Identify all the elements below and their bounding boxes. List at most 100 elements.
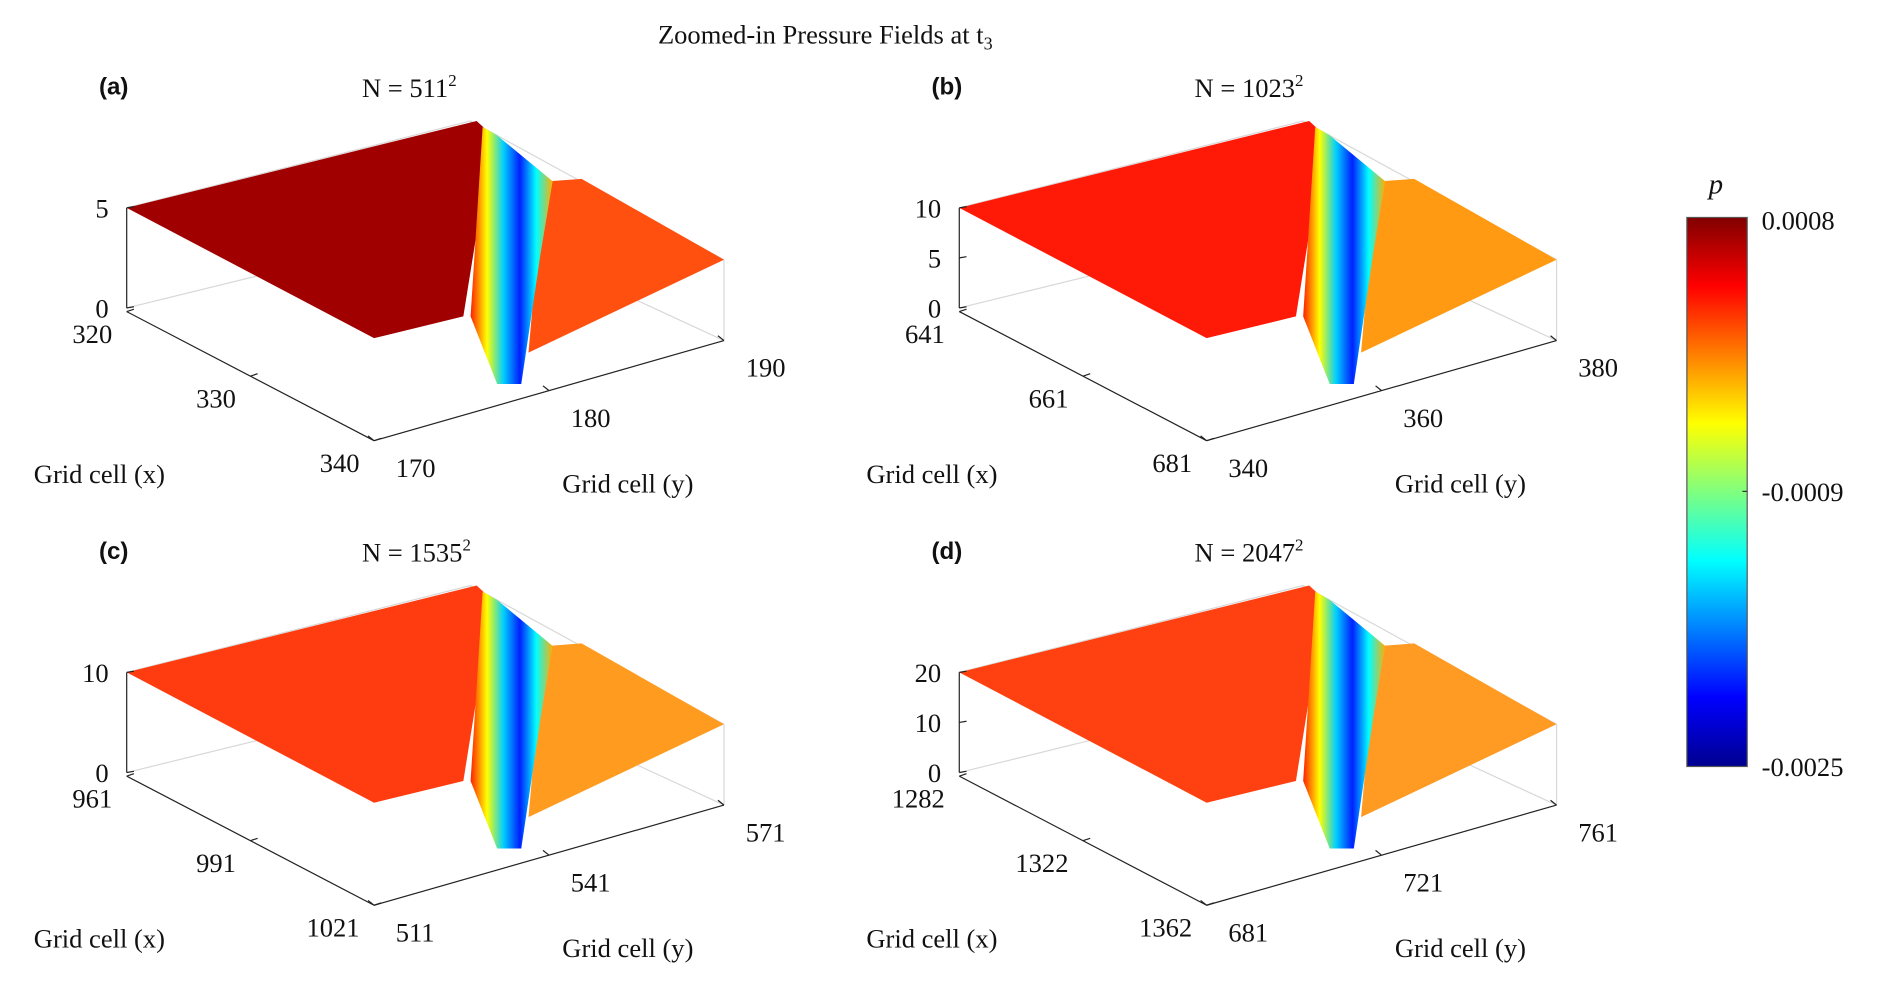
y-tick-label: 170 (396, 453, 436, 483)
x-tick-label: 1282 (892, 784, 945, 814)
colorbar-label: p (1707, 168, 1723, 200)
x-tick (1206, 437, 1215, 442)
x-tick-label: 1322 (1015, 848, 1068, 878)
z-tick-label: 5 (928, 244, 941, 274)
x-axis (958, 311, 1207, 442)
surface-trough (470, 126, 553, 384)
x-tick (373, 902, 382, 906)
x-tick (959, 308, 967, 313)
surface-right-plateau (1361, 643, 1557, 818)
y-tick-label: 380 (1578, 353, 1618, 383)
grid-line (126, 584, 471, 673)
x-tick-label: 1021 (307, 913, 360, 943)
colorbar-tick-label: 0.0008 (1762, 206, 1835, 236)
x-tick (250, 373, 258, 377)
x-tick-label: 991 (196, 848, 236, 878)
y-tick (542, 385, 550, 392)
y-axis-label: Grid cell (y) (562, 469, 693, 499)
y-tick-label: 761 (1578, 817, 1618, 847)
surface-trough (470, 591, 553, 849)
panel-letter: (d) (932, 538, 963, 565)
y-tick-label: 340 (1228, 453, 1268, 483)
y-tick (367, 435, 375, 442)
colorbar-tick-label: -0.0009 (1762, 477, 1844, 507)
surface-right-plateau (528, 643, 724, 818)
z-tick-label: 5 (95, 193, 108, 223)
x-tick (1082, 373, 1091, 377)
surface-trough (1303, 126, 1386, 384)
y-axis-label: Grid cell (y) (1395, 933, 1526, 963)
x-tick (250, 837, 258, 842)
z-tick-label: 0 (95, 758, 108, 788)
z-tick (959, 720, 967, 724)
panel-letter: (a) (99, 73, 129, 100)
z-tick (126, 770, 135, 774)
y-axis-label: Grid cell (y) (1395, 469, 1526, 499)
surface-right-plateau (1361, 178, 1557, 353)
y-tick (1550, 335, 1557, 342)
panel-title: N = 10232 (1195, 71, 1304, 103)
panel-title: N = 5112 (362, 71, 457, 103)
x-tick (959, 773, 967, 777)
y-tick-label: 541 (571, 867, 611, 897)
y-axis (373, 804, 725, 906)
x-tick (126, 308, 135, 313)
y-tick (1375, 385, 1382, 392)
y-tick-label: 571 (746, 817, 786, 847)
x-tick-label: 320 (72, 319, 112, 349)
y-tick (367, 899, 375, 906)
z-tick-label: 0 (95, 294, 108, 324)
colorbar-gradient (1686, 216, 1748, 768)
panel-title-text: N = 2047 (1195, 537, 1295, 567)
panel-a: 0 5 320 330 340 170 180 190 Grid cell (x) Grid ce… (34, 71, 786, 499)
grid-line (959, 584, 1304, 673)
x-tick-label: 641 (905, 319, 945, 349)
y-tick (542, 849, 550, 856)
panel-title: N = 20472 (1195, 536, 1304, 568)
panel-title-text: N = 511 (362, 73, 448, 103)
y-tick (1200, 899, 1208, 906)
panel-title-superscript: 2 (1295, 536, 1303, 555)
y-axis-label: Grid cell (y) (562, 933, 693, 963)
z-tick (126, 206, 135, 209)
z-tick (959, 256, 967, 259)
y-tick-label: 190 (746, 353, 786, 383)
x-tick-label: 1362 (1139, 913, 1192, 943)
figure-title: Zoomed-in Pressure Fields at t3 (658, 20, 993, 54)
z-tick (959, 670, 967, 673)
x-axis-label: Grid cell (x) (34, 459, 165, 489)
z-tick (959, 306, 967, 309)
y-tick (717, 335, 725, 342)
z-tick (959, 206, 967, 209)
panel-title-text: N = 1535 (362, 537, 462, 567)
panel-title-superscript: 2 (462, 536, 470, 555)
surface-left-plateau (126, 585, 493, 803)
y-axis (1206, 339, 1557, 442)
panel-letter: (c) (99, 538, 129, 565)
z-tick-label: 10 (82, 658, 109, 688)
z-tick (959, 770, 967, 774)
y-tick-label: 180 (571, 403, 611, 433)
x-axis (958, 775, 1207, 906)
panel-title: N = 15352 (362, 536, 471, 568)
x-axis-label: Grid cell (x) (866, 923, 997, 953)
panel-b: 0 5 10 641 661 681 340 360 380 Grid cell (x) Grid … (866, 71, 1618, 499)
z-tick (126, 306, 135, 309)
y-tick-label: 681 (1228, 917, 1268, 947)
y-tick (1200, 435, 1208, 442)
y-axis (1206, 804, 1557, 906)
y-tick (1550, 799, 1557, 806)
colorbar: p 0.0008 -0.0009 -0.0025 (1686, 168, 1844, 782)
surface-right-plateau (528, 178, 724, 353)
z-tick-label: 10 (915, 708, 942, 738)
panel-d: 0 10 20 1282 1322 1362 681 721 761 Grid cell (x) G… (866, 536, 1618, 964)
z-tick-label: 0 (928, 758, 941, 788)
y-tick-label: 721 (1403, 867, 1443, 897)
z-tick-label: 20 (915, 658, 942, 688)
grid-line (126, 120, 471, 209)
x-tick-label: 330 (196, 384, 236, 414)
x-tick-label: 661 (1029, 384, 1069, 414)
panel-letter: (b) (932, 73, 963, 100)
z-tick-label: 0 (928, 294, 941, 324)
